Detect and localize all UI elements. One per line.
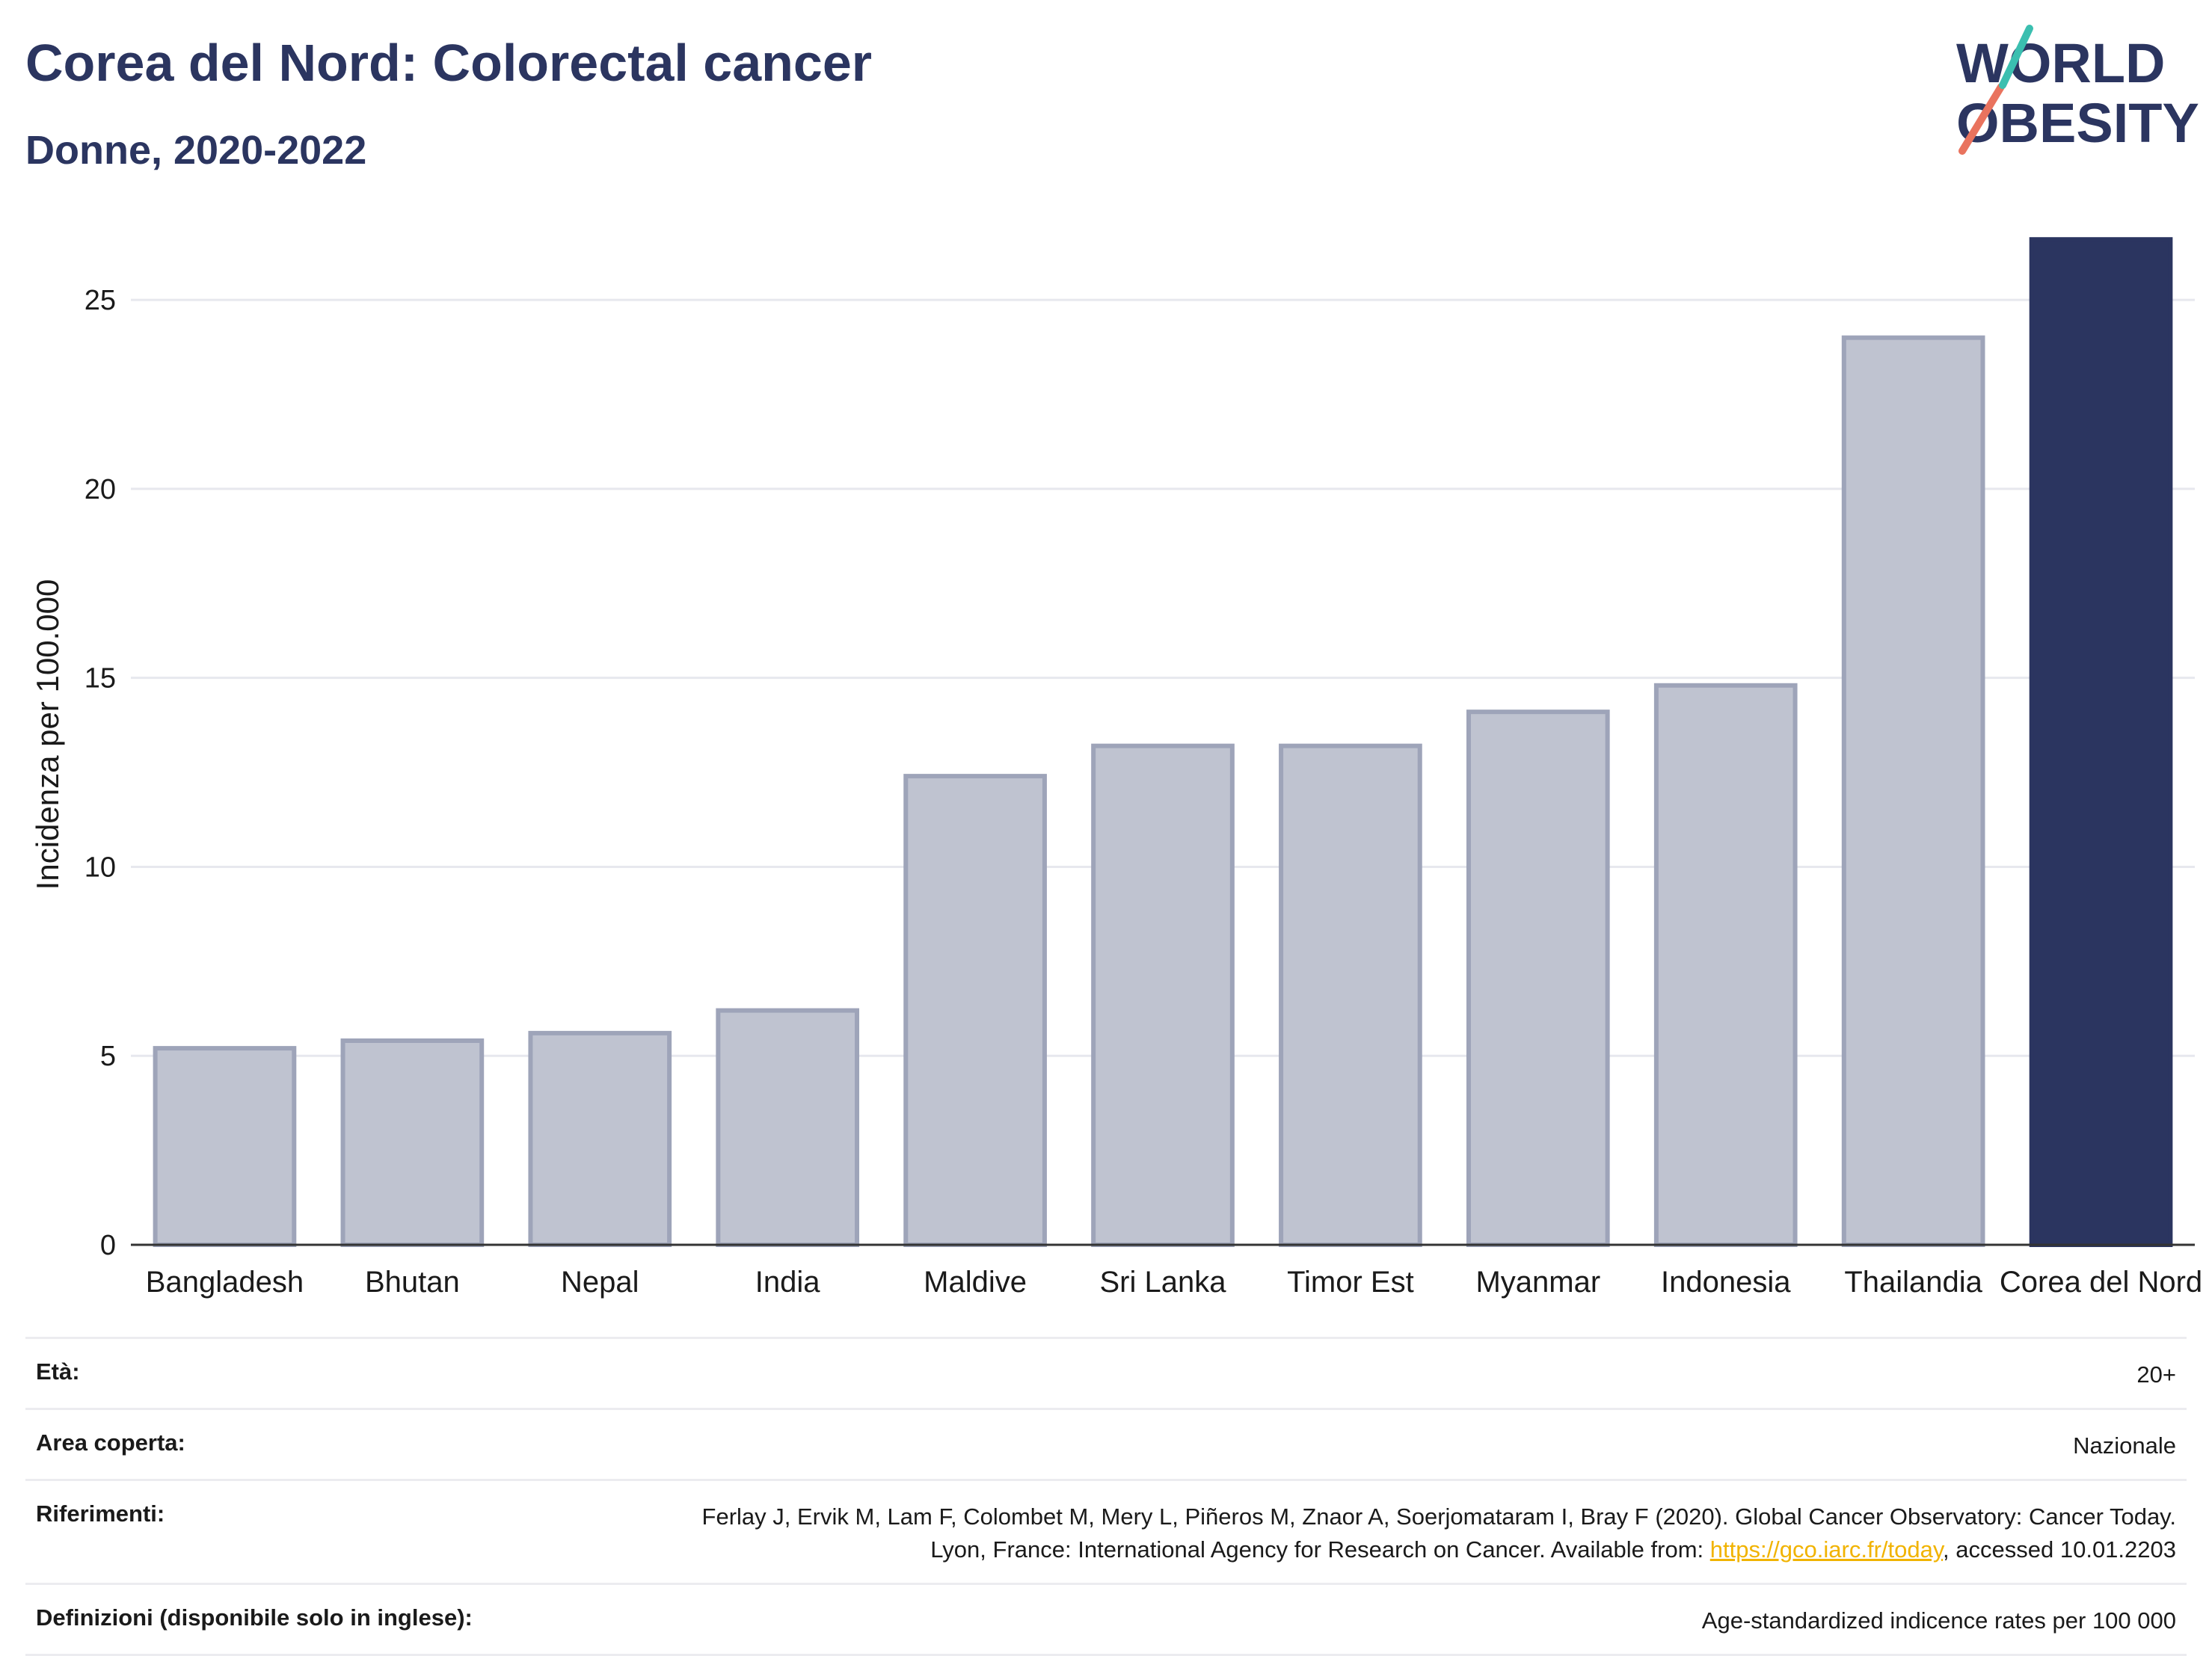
bar-bangladesh <box>153 1046 297 1247</box>
meta-row-age: Età: 20+ <box>25 1337 2187 1408</box>
bar-maldive <box>903 774 1047 1247</box>
y-tick-label: 25 <box>85 285 116 316</box>
y-tick-label: 20 <box>85 474 116 505</box>
reference-link[interactable]: https://gco.iarc.fr/today <box>1709 1536 1944 1563</box>
meta-row-definitions: Definizioni (disponibile solo in inglese… <box>25 1583 2187 1656</box>
x-tick-label: Thailandia <box>1844 1266 1982 1299</box>
chart-subtitle: Donne, 2020-2022 <box>25 128 367 173</box>
y-tick-label: 10 <box>85 852 116 883</box>
x-tick-label: Myanmar <box>1475 1266 1600 1299</box>
reference-text: Ferlay J, Ervik M, Lam F, Colombet M, Me… <box>701 1503 2176 1563</box>
meta-key: Riferimenti: <box>36 1500 165 1527</box>
logo-slash-coral <box>1958 83 2005 155</box>
chart-title: Corea del Nord: Colorectal cancer <box>25 34 872 92</box>
bar-chart: 0 5 10 15 20 25 Bangladesh Bhutan Nepal India Mal… <box>30 237 2202 1299</box>
meta-value: Nazionale <box>2073 1432 2176 1459</box>
meta-key: Area coperta: <box>36 1429 185 1456</box>
logo-line-2: OBESITY <box>1956 92 2199 154</box>
meta-value: Age-standardized indicence rates per 100… <box>1701 1607 2176 1634</box>
meta-value: Ferlay J, Ervik M, Lam F, Colombet M, Me… <box>643 1500 2176 1566</box>
x-tick-label: Bhutan <box>365 1266 460 1299</box>
x-tick-label: Timor Est <box>1287 1266 1414 1299</box>
logo-line-1: WORLD <box>1956 32 2166 94</box>
meta-key: Definizioni (disponibile solo in inglese… <box>36 1604 473 1631</box>
reference-accessed: , accessed 10.01.2203 <box>1943 1536 2176 1563</box>
world-obesity-logo: WORLD OBESITY <box>1956 25 2199 155</box>
x-tick-label: India <box>755 1266 820 1299</box>
meta-key: Età: <box>36 1358 80 1385</box>
x-tick-label: Indonesia <box>1661 1266 1791 1299</box>
y-axis-label: Incidenza per 100.000 <box>30 579 65 890</box>
bar-india <box>716 1008 860 1247</box>
logo-slash-teal <box>1999 25 2033 89</box>
bar-timor-est <box>1279 743 1422 1247</box>
bars <box>153 237 2173 1248</box>
meta-row-references: Riferimenti: Ferlay J, Ervik M, Lam F, C… <box>25 1479 2187 1583</box>
bar-indonesia <box>1653 683 1798 1247</box>
bar-corea-del-nord <box>2029 237 2173 1248</box>
x-tick-label: Nepal <box>561 1266 639 1299</box>
y-tick-label: 5 <box>100 1041 116 1072</box>
x-tick-label: Maldive <box>924 1266 1027 1299</box>
bar-myanmar <box>1466 710 1610 1247</box>
bar-sri-lanka <box>1091 743 1235 1247</box>
x-tick-label: Sri Lanka <box>1100 1266 1227 1299</box>
bar-thailandia <box>1841 335 1985 1248</box>
bar-bhutan <box>340 1038 485 1247</box>
meta-row-area: Area coperta: Nazionale <box>25 1408 2187 1479</box>
x-tick-label: Corea del Nord <box>2000 1266 2202 1299</box>
bar-nepal <box>528 1030 672 1248</box>
y-ticks: 0 5 10 15 20 25 <box>85 285 116 1261</box>
x-ticks: Bangladesh Bhutan Nepal India Maldive Sri Lan… <box>146 1266 2202 1299</box>
x-tick-label: Bangladesh <box>146 1266 304 1299</box>
y-tick-label: 0 <box>100 1230 116 1261</box>
meta-value: 20+ <box>2136 1361 2176 1388</box>
y-tick-label: 15 <box>85 663 116 695</box>
metadata-table: Età: 20+ Area coperta: Nazionale Riferim… <box>25 1337 2187 1656</box>
